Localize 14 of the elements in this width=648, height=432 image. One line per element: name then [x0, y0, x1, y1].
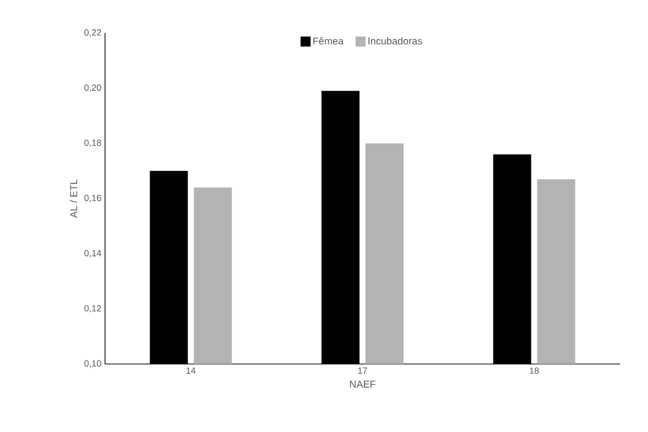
- y-tick-label: 0,22: [84, 29, 102, 37]
- x-tick-label: 17: [358, 368, 368, 374]
- y-tick-label: 0,20: [84, 84, 102, 92]
- x-axis-title: NAEF: [350, 380, 376, 388]
- y-axis-title: AL / ETL: [70, 179, 78, 218]
- y-tick-label: 0,14: [84, 250, 102, 258]
- y-tick-label: 0,12: [84, 305, 102, 313]
- x-tick-label: 18: [530, 368, 539, 374]
- legend-label: Fêmea: [313, 37, 344, 45]
- y-tick-label: 0,18: [84, 140, 102, 148]
- y-tick-label: 0,10: [84, 360, 102, 368]
- legend-label: Incubadoras: [368, 37, 422, 45]
- y-tick-label: 0,16: [84, 194, 102, 202]
- x-tick-label: 14: [186, 368, 196, 374]
